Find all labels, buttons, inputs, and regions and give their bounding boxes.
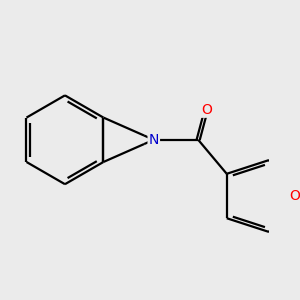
Text: O: O [201, 103, 212, 117]
Text: O: O [290, 189, 300, 203]
Text: N: N [148, 133, 159, 147]
